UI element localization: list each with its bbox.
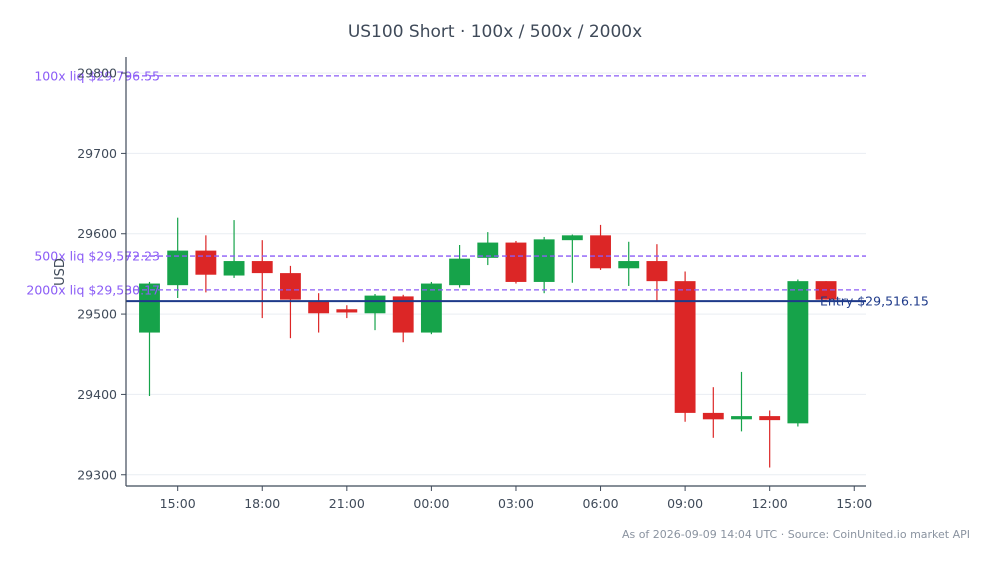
candle-up [449, 244, 471, 288]
candle-body [787, 281, 809, 424]
candle-body [590, 235, 611, 269]
candle-body [731, 416, 752, 420]
candle-body [223, 261, 245, 276]
grid-layer [126, 72, 866, 476]
liquidation-label: 500x liq $29,572.23 [34, 249, 160, 264]
y-tick-label: 29400 [77, 387, 117, 402]
x-tick-label: 09:00 [667, 496, 703, 511]
x-tick-label: 18:00 [244, 496, 280, 511]
y-tick-label: 29700 [77, 146, 117, 161]
candle-down [590, 224, 611, 270]
y-tick-label: 29800 [77, 66, 117, 81]
candle-up [618, 241, 640, 286]
candle-body [561, 235, 583, 241]
x-tick-label: 21:00 [329, 496, 365, 511]
candle-body [618, 261, 640, 269]
x-tick-label: 12:00 [752, 496, 788, 511]
candle-layer [139, 217, 837, 468]
candle-up [477, 232, 499, 266]
x-tick-label: 15:00 [160, 496, 196, 511]
entry-label: Entry $29,516.15 [820, 294, 929, 309]
candle-body [759, 416, 781, 421]
candle-up [139, 281, 160, 397]
candle-body [167, 250, 189, 286]
candle-body [308, 301, 330, 314]
candle-body [702, 412, 724, 420]
x-tick-label: 00:00 [413, 496, 449, 511]
candle-body [449, 258, 471, 286]
liquidation-label: 2000x liq $29,530.17 [26, 282, 160, 297]
candle-body [505, 242, 527, 282]
candle-up [533, 236, 555, 294]
y-tick-label: 29500 [77, 307, 117, 322]
candle-body [533, 239, 555, 282]
candle-body [420, 283, 442, 333]
candle-down [336, 305, 358, 319]
candle-up [364, 293, 386, 331]
candle-down [308, 293, 330, 333]
candle-down [505, 240, 527, 284]
reference-line-layer: 100x liq $29,796.55 500x liq $29,572.23 20… [26, 68, 928, 308]
candle-down [702, 387, 724, 438]
candle-down [195, 235, 217, 293]
candle-body [251, 261, 273, 274]
y-axis-label: USD [53, 258, 68, 286]
candle-up [167, 217, 189, 299]
candle-body [477, 242, 499, 258]
candle-body [364, 295, 386, 314]
candle-down [646, 244, 668, 301]
candle-body [674, 281, 696, 413]
candle-down [392, 294, 414, 343]
candle-body [139, 283, 160, 333]
source-footnote: As of 2026-09-09 14:04 UTC · Source: Coi… [622, 528, 970, 541]
chart-title: US100 Short · 100x / 500x / 2000x [348, 22, 642, 42]
candle-down [674, 271, 696, 422]
axis-layer: 29300 29400 29500 29600 29700 29800 15:00 18:00… [77, 57, 872, 511]
x-tick-label: 15:00 [836, 496, 872, 511]
candle-up [420, 281, 442, 335]
candle-down [759, 410, 781, 468]
candle-body [646, 261, 668, 282]
y-tick-label: 29600 [77, 226, 117, 241]
x-tick-label: 03:00 [498, 496, 534, 511]
candle-body [336, 309, 358, 313]
liquidation-label: 100x liq $29,796.55 [34, 68, 160, 83]
candle-body [280, 273, 301, 300]
candle-up [731, 371, 752, 432]
candle-up [561, 234, 583, 283]
candle-up [223, 220, 245, 278]
candle-up [787, 279, 809, 427]
x-tick-label: 06:00 [583, 496, 619, 511]
candle-body [392, 296, 414, 333]
candle-down [251, 240, 273, 319]
candle-body [195, 250, 217, 275]
y-tick-label: 29300 [77, 467, 117, 482]
